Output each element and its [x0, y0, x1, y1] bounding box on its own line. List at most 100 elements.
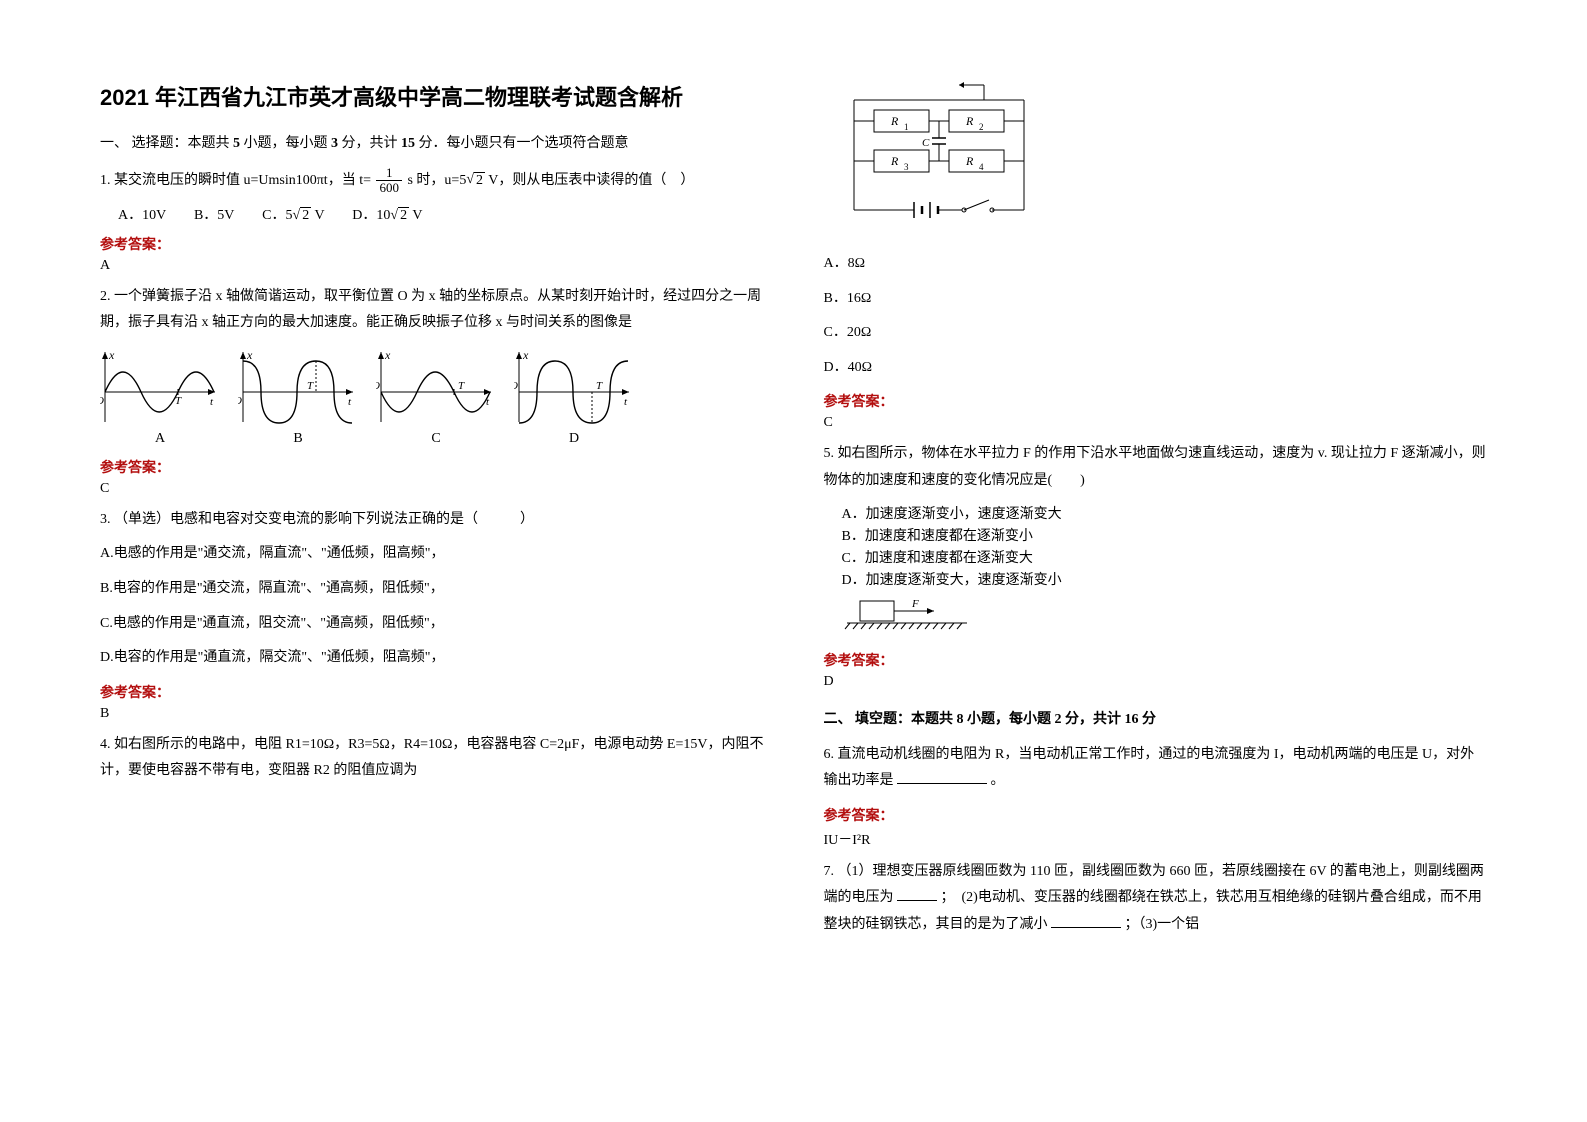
svg-text:x: x	[108, 348, 115, 362]
svg-text:t: t	[348, 396, 352, 408]
sec2-count: 8	[957, 712, 964, 727]
q1-fraction: 1 600	[376, 166, 402, 196]
q5-opt-d: D．加速度逐渐变大，速度逐渐变小	[842, 569, 1488, 589]
sec2-m2: 分，共计	[1065, 712, 1121, 727]
q2-graph-b: x O t T B	[238, 347, 358, 447]
sec2-m1: 小题，每小题	[967, 712, 1051, 727]
sec2-pre: 二、 填空题：本题共	[824, 712, 954, 727]
sec2-suf: 分	[1142, 712, 1156, 727]
q2-graphs: x O t T A x O t T	[100, 347, 764, 447]
question-3: 3. （单选）电感和电容对交变电流的影响下列说法正确的是（ ）	[100, 507, 764, 534]
sec2-per: 2	[1055, 712, 1062, 727]
exam-title: 2021 年江西省九江市英才高级中学高二物理联考试题含解析	[100, 80, 764, 112]
sec1-count: 5	[233, 136, 240, 151]
q1-answer: A	[100, 258, 764, 274]
svg-text:O: O	[238, 395, 242, 407]
sec1-suf: 分．每小题只有一个选项符合题意	[419, 136, 629, 151]
q2-lbl-a: A	[100, 431, 220, 447]
q3-opt-d: D.电容的作用是"通直流，隔交流"、"通低频，阻高频"，	[100, 645, 764, 672]
q6-tail: 。	[991, 773, 1005, 788]
svg-text:T: T	[458, 380, 465, 392]
q4-circuit-diagram: R 1 R 2 C R 3 R 4	[834, 80, 1488, 235]
q1-options: A．10V B．5V C．5√2 V D．10√2 V	[118, 204, 764, 224]
q5-answer-label: 参考答案：	[824, 650, 1488, 670]
q5-opt-b: B．加速度和速度都在逐渐变小	[842, 525, 1488, 545]
svg-text:T: T	[307, 380, 314, 392]
svg-text:x: x	[246, 348, 253, 362]
q4-opt-d: D．40Ω	[824, 355, 1488, 382]
q4-opt-c: C．20Ω	[824, 320, 1488, 347]
q6-blank	[897, 769, 987, 784]
q1-optA-sqrt2: 2	[398, 207, 409, 223]
section-2-header: 二、 填空题：本题共 8 小题，每小题 2 分，共计 16 分	[824, 708, 1488, 728]
svg-text:O: O	[100, 395, 104, 407]
svg-text:R: R	[890, 154, 899, 168]
q2-answer: C	[100, 481, 764, 497]
q3-opt-b: B.电容的作用是"通交流，隔直流"、"通高频，阻低频"，	[100, 576, 764, 603]
section-1-header: 一、 选择题：本题共 5 小题，每小题 3 分，共计 15 分．每小题只有一个选…	[100, 132, 764, 152]
sec2-total: 16	[1125, 712, 1139, 727]
q1-optA-b: V D．10	[314, 208, 390, 223]
q1-frac-num: 1	[376, 166, 402, 181]
svg-text:O: O	[514, 380, 518, 392]
svg-text:x: x	[522, 348, 529, 362]
q2-answer-label: 参考答案：	[100, 457, 764, 477]
q1-stem-a: 1. 某交流电压的瞬时值 u=Umsin100πt，当 t=	[100, 173, 371, 188]
question-1: 1. 某交流电压的瞬时值 u=Umsin100πt，当 t= 1 600 s 时…	[100, 166, 764, 196]
q3-opt-a: A.电感的作用是"通交流，隔直流"、"通低频，阻高频"，	[100, 541, 764, 568]
svg-text:C: C	[922, 137, 930, 149]
svg-text:T: T	[596, 380, 603, 392]
question-4: 4. 如右图所示的电路中，电阻 R1=10Ω，R3=5Ω，R4=10Ω，电容器电…	[100, 732, 764, 785]
q1-optA-a: A．10V B．5V C．5	[118, 208, 293, 223]
q2-lbl-d: D	[514, 431, 634, 447]
svg-text:t: t	[210, 396, 214, 408]
q4-answer: C	[824, 415, 1488, 431]
q4-answer-label: 参考答案：	[824, 391, 1488, 411]
q2-graph-a: x O t T A	[100, 347, 220, 447]
q7-blank-1	[897, 886, 937, 901]
svg-text:t: t	[624, 396, 628, 408]
q5-opt-c: C．加速度和速度都在逐渐变大	[842, 547, 1488, 567]
q4-opt-a: A．8Ω	[824, 251, 1488, 278]
q1-stem-b: s 时，u=5	[407, 173, 466, 188]
svg-text:R: R	[965, 154, 974, 168]
question-5: 5. 如右图所示，物体在水平拉力 F 的作用下沿水平地面做匀速直线运动，速度为 …	[824, 441, 1488, 494]
q1-frac-den: 600	[376, 181, 402, 195]
svg-text:O: O	[376, 380, 380, 392]
sec1-per: 3	[331, 136, 338, 151]
q1-sqrt: 2	[474, 172, 485, 188]
sec1-total: 15	[401, 136, 415, 151]
q1-optA-sqrt: 2	[300, 207, 311, 223]
q3-answer: B	[100, 706, 764, 722]
q1-answer-label: 参考答案：	[100, 234, 764, 254]
q2-graph-d: x O t T D	[514, 347, 634, 447]
q5-opt-a: A．加速度逐渐变小，速度逐渐变大	[842, 503, 1488, 523]
sec1-pre: 一、 选择题：本题共	[100, 136, 230, 151]
svg-text:x: x	[384, 348, 391, 362]
q6-answer-label: 参考答案：	[824, 805, 1488, 825]
q3-opt-c: C.电感的作用是"通直流，阻交流"、"通高频，阻低频"，	[100, 611, 764, 638]
q2-lbl-c: C	[376, 431, 496, 447]
q2-lbl-b: B	[238, 431, 358, 447]
q5-diagram: F	[842, 595, 1488, 640]
question-2: 2. 一个弹簧振子沿 x 轴做简谐运动，取平衡位置 O 为 x 轴的坐标原点。从…	[100, 284, 764, 337]
q6-answer: IU－I²R	[824, 829, 1488, 849]
svg-text:4: 4	[979, 162, 984, 172]
q3-answer-label: 参考答案：	[100, 682, 764, 702]
q1-optA-c: V	[412, 208, 422, 223]
q5-answer: D	[824, 674, 1488, 690]
question-7: 7. （1）理想变压器原线圈匝数为 110 匝，副线圈匝数为 660 匝，若原线…	[824, 859, 1488, 939]
sec1-m2: 分，共计	[342, 136, 398, 151]
svg-text:2: 2	[979, 122, 984, 132]
svg-text:F: F	[911, 598, 919, 610]
q7-blank-2	[1051, 913, 1121, 928]
q7-mid2: ；（3)一个铝	[1125, 917, 1200, 932]
svg-text:3: 3	[904, 162, 909, 172]
svg-text:R: R	[890, 114, 899, 128]
svg-text:1: 1	[904, 122, 909, 132]
sec1-m1: 小题，每小题	[244, 136, 328, 151]
svg-text:R: R	[965, 114, 974, 128]
question-6: 6. 直流电动机线圈的电阻为 R，当电动机正常工作时，通过的电流强度为 I，电动…	[824, 742, 1488, 795]
q1-stem-c: V，则从电压表中读得的值（ ）	[488, 173, 694, 188]
q2-graph-c: x O t T C	[376, 347, 496, 447]
